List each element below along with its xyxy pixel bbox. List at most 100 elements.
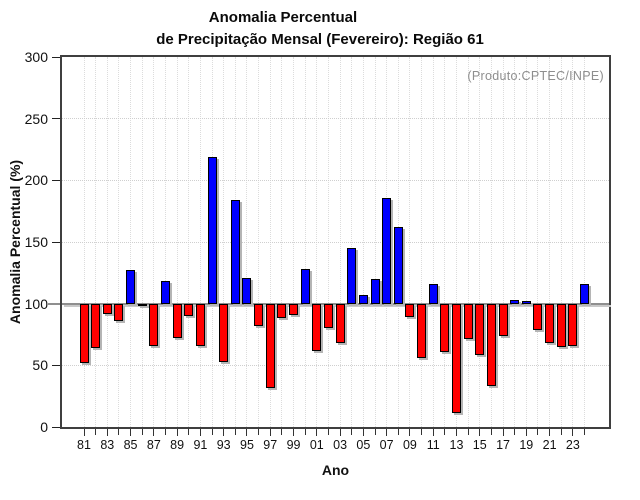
x-axis-tick bbox=[234, 429, 236, 435]
anomaly-bar bbox=[475, 303, 485, 356]
anomaly-bar bbox=[335, 303, 345, 344]
anomaly-bar bbox=[568, 303, 578, 346]
anomaly-bar bbox=[195, 303, 205, 346]
x-axis-tick-label: 07 bbox=[379, 438, 394, 452]
x-axis-tick-label: 99 bbox=[286, 438, 301, 452]
x-axis-tick bbox=[537, 429, 539, 435]
anomaly-bar bbox=[184, 303, 194, 316]
x-axis-tick bbox=[444, 429, 446, 435]
x-axis-tick bbox=[525, 429, 527, 436]
x-axis-tick-label: 11 bbox=[426, 438, 440, 452]
x-axis-tick bbox=[188, 429, 190, 435]
anomaly-bar bbox=[440, 303, 450, 352]
x-axis-tick-label: 83 bbox=[100, 438, 115, 452]
x-axis-tick-label: 19 bbox=[519, 438, 534, 452]
x-axis-tick bbox=[397, 429, 399, 435]
x-axis-tick bbox=[339, 429, 341, 436]
x-axis-tick bbox=[502, 429, 504, 436]
anomaly-bar bbox=[393, 227, 403, 304]
anomaly-bar bbox=[254, 303, 264, 326]
anomaly-bar bbox=[498, 303, 508, 336]
x-axis-tick bbox=[421, 429, 423, 435]
x-axis-tick bbox=[130, 429, 132, 436]
horizontal-gridline bbox=[62, 118, 609, 120]
anomaly-bar bbox=[277, 303, 287, 319]
anomaly-bar bbox=[79, 303, 89, 363]
y-axis-tick-label: 0 bbox=[40, 419, 48, 435]
anomaly-bar bbox=[521, 301, 531, 304]
x-axis-tick bbox=[479, 429, 481, 436]
anomaly-bar bbox=[289, 303, 299, 315]
anomaly-bar bbox=[370, 279, 380, 304]
x-axis-tick bbox=[514, 429, 516, 435]
x-axis-tick-label: 81 bbox=[77, 438, 91, 452]
x-axis-tick bbox=[95, 429, 97, 435]
x-axis-tick bbox=[118, 429, 120, 435]
x-axis-tick bbox=[409, 429, 411, 436]
y-axis-tick bbox=[52, 179, 60, 181]
anomaly-bar bbox=[102, 303, 112, 314]
x-axis-tick bbox=[141, 429, 143, 435]
y-axis-tick bbox=[52, 118, 60, 120]
anomaly-bar bbox=[510, 299, 520, 304]
anomaly-bar bbox=[242, 277, 252, 304]
horizontal-gridline bbox=[62, 364, 609, 366]
anomaly-bar bbox=[556, 303, 566, 347]
x-axis-tick-label: 05 bbox=[356, 438, 371, 452]
anomaly-bar bbox=[137, 303, 147, 307]
x-axis-tick-label: 09 bbox=[402, 438, 417, 452]
y-axis-tick bbox=[52, 56, 60, 58]
x-axis-tick-label: 93 bbox=[216, 438, 231, 452]
x-axis-tick bbox=[362, 429, 364, 436]
x-axis-tick bbox=[316, 429, 318, 436]
horizontal-gridline bbox=[62, 241, 609, 243]
x-axis-tick bbox=[560, 429, 562, 435]
anomaly-bar bbox=[91, 303, 101, 349]
y-axis-tick bbox=[48, 303, 60, 306]
y-axis-tick bbox=[52, 241, 60, 243]
y-axis-tick-label: 200 bbox=[24, 172, 48, 189]
plot-area: (Produto:CPTEC/INPE) bbox=[60, 55, 611, 429]
x-axis-tick bbox=[293, 429, 295, 436]
anomaly-bar bbox=[323, 303, 333, 329]
x-axis-tick bbox=[106, 429, 108, 436]
x-axis-tick-label: 87 bbox=[146, 438, 161, 452]
y-axis-tick-label: 150 bbox=[24, 234, 48, 250]
x-axis-tick bbox=[83, 429, 85, 436]
x-axis-title: Ano bbox=[321, 462, 350, 478]
anomaly-bar bbox=[300, 269, 310, 304]
chart-title-line2: de Precipitação Mensal (Fevereiro): Regi… bbox=[156, 31, 484, 48]
anomaly-bar bbox=[580, 283, 590, 304]
anomaly-bar bbox=[347, 248, 357, 304]
x-axis-tick-label: 01 bbox=[309, 438, 324, 452]
anomaly-bar bbox=[428, 283, 438, 304]
y-axis-tick-label: 100 bbox=[24, 295, 48, 312]
x-axis-tick bbox=[490, 429, 492, 435]
x-axis-tick-label: 21 bbox=[542, 438, 557, 452]
anomaly-bar bbox=[405, 303, 415, 318]
anomaly-bar bbox=[312, 303, 322, 351]
x-axis-tick bbox=[176, 429, 178, 436]
anomaly-bar bbox=[545, 303, 555, 344]
x-axis-tick-label: 89 bbox=[170, 438, 185, 452]
anomaly-bar bbox=[114, 303, 124, 321]
x-axis-tick bbox=[351, 429, 353, 435]
y-axis-tick bbox=[52, 426, 60, 428]
baseline-100-line bbox=[62, 302, 609, 305]
anomaly-bar bbox=[533, 303, 543, 330]
anomaly-bar bbox=[126, 270, 136, 304]
anomaly-bar bbox=[358, 295, 368, 304]
x-axis-tick bbox=[374, 429, 376, 435]
x-axis-tick bbox=[258, 429, 260, 435]
anomaly-bar bbox=[382, 197, 392, 304]
x-axis-tick bbox=[153, 429, 155, 436]
x-axis-tick bbox=[281, 429, 283, 435]
x-axis-tick bbox=[269, 429, 271, 436]
x-axis-tick-label: 23 bbox=[565, 438, 580, 452]
x-axis-tick bbox=[246, 429, 248, 436]
x-axis-tick bbox=[199, 429, 201, 436]
x-axis-tick-label: 17 bbox=[496, 438, 510, 452]
x-axis-tick-label: 91 bbox=[193, 438, 208, 452]
x-axis-tick bbox=[467, 429, 469, 435]
